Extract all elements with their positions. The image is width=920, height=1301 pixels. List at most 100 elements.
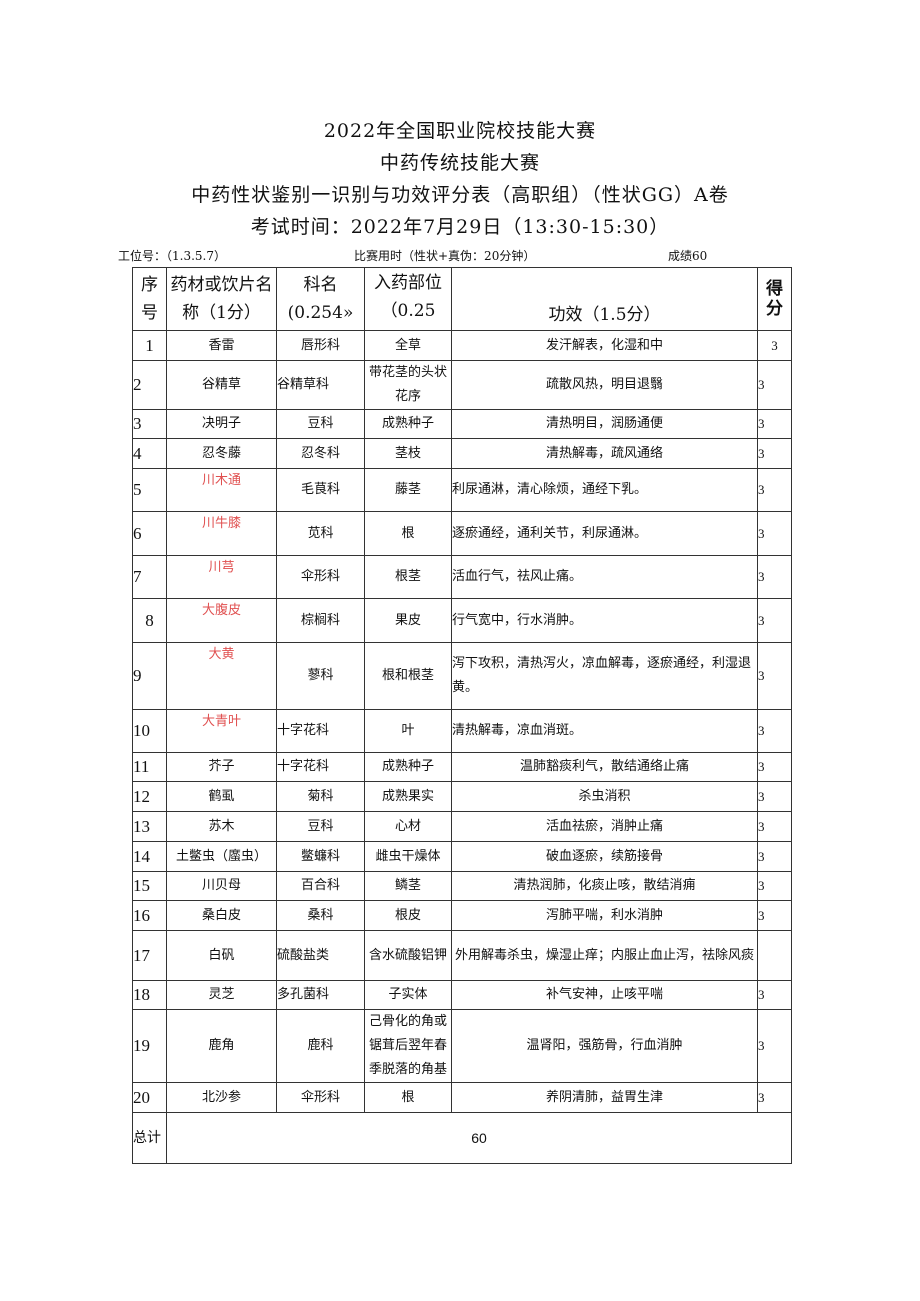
efficacy: 利尿通淋，清心除烦，通经下乳。 xyxy=(451,468,758,512)
herb-name: 鹤虱 xyxy=(166,781,277,812)
medicinal-part: 鳞茎 xyxy=(364,871,452,901)
row-number: 11 xyxy=(132,752,167,782)
herb-name: 川贝母 xyxy=(166,871,277,901)
score: 3 xyxy=(757,409,792,439)
table-row: 19 鹿角 鹿科 己骨化的角或锯茸后翌年春季脱落的角基 温肾阳，强筋骨，行血消肿 3 xyxy=(132,1009,792,1083)
herb-name: 鹿角 xyxy=(166,1009,277,1083)
score: 3 xyxy=(757,468,792,512)
table-row: 20 北沙参 伞形科根养阴清肺，益胃生津 3 xyxy=(132,1082,792,1113)
family-name: 硫酸盐类 xyxy=(276,930,365,981)
score: 3 xyxy=(757,1082,792,1113)
medicinal-part: 藤茎 xyxy=(364,468,452,512)
herb-name: 芥子 xyxy=(166,752,277,782)
score: 3 xyxy=(757,511,792,556)
efficacy: 清热解毒，疏风通络 xyxy=(451,438,758,469)
family-name: 多孔菌科 xyxy=(276,980,365,1010)
efficacy: 清热解毒，凉血消斑。 xyxy=(451,709,758,753)
medicinal-part: 雌虫干燥体 xyxy=(364,841,452,872)
herb-name: 川木通 xyxy=(166,468,277,512)
medicinal-part: 茎枝 xyxy=(364,438,452,469)
efficacy: 逐瘀通经，通利关节，利尿通淋。 xyxy=(451,511,758,556)
family-name: 鹿科 xyxy=(276,1009,365,1083)
table-row: 11 芥子 十字花科 成熟种子 温肺豁痰利气，散结通络止痛 3 xyxy=(132,752,792,782)
table-row: 6 川牛膝 苋科根逐瘀通经，通利关节，利尿通淋。 3 xyxy=(132,511,792,556)
row-number: 20 xyxy=(132,1082,167,1113)
herb-name: 桑白皮 xyxy=(166,900,277,931)
table-row: 17 白矾 硫酸盐类 含水硫酸铝钾 外用解毒杀虫，燥湿止痒；内服止血止泻，祛除风痰 xyxy=(132,930,792,981)
time-used: 比赛用时（性状+真伪：20分钟） xyxy=(354,249,536,263)
table-row: 9 大黄 蓼科 根和根茎 泻下攻积，清热泻火，凉血解毒，逐瘀通经，利湿退黄。 3 xyxy=(132,642,792,710)
row-number: 10 xyxy=(132,709,167,753)
family-name: 蓼科 xyxy=(276,642,365,710)
form-title: 中药性状鉴别一识别与功效评分表（高职组）（性状GG）A卷 xyxy=(191,184,729,206)
medicinal-part: 全草 xyxy=(364,330,452,361)
row-number: 2 xyxy=(132,360,167,410)
row-number: 4 xyxy=(132,438,167,469)
row-number: 17 xyxy=(132,930,167,981)
medicinal-part: 根 xyxy=(364,511,452,556)
row-number: 12 xyxy=(132,781,167,812)
score: 3 xyxy=(757,811,792,842)
family-name: 鳖蠊科 xyxy=(276,841,365,872)
efficacy: 破血逐瘀，续筋接骨 xyxy=(451,841,758,872)
efficacy: 疏散风热，明目退翳 xyxy=(451,360,758,410)
medicinal-part: 成熟种子 xyxy=(364,409,452,439)
medicinal-part: 心材 xyxy=(364,811,452,842)
family-name: 谷精草科 xyxy=(276,360,365,410)
score: 3 xyxy=(757,871,792,901)
efficacy: 外用解毒杀虫，燥湿止痒；内服止血止泻，祛除风痰 xyxy=(451,930,758,981)
row-number: 1 xyxy=(132,330,167,361)
table-row: 15 川贝母 百合科 鳞茎 清热润肺，化痰止咳，散结消痈 3 xyxy=(132,871,792,901)
score: 3 xyxy=(757,360,792,410)
medicinal-part: 根茎 xyxy=(364,555,452,599)
score: 3 xyxy=(757,330,792,361)
family-name: 十字花科 xyxy=(276,709,365,753)
efficacy: 活血行气，祛风止痛。 xyxy=(451,555,758,599)
efficacy: 泻肺平喘，利水消肿 xyxy=(451,900,758,931)
row-number: 16 xyxy=(132,900,167,931)
row-number: 18 xyxy=(132,980,167,1010)
family-name: 菊科 xyxy=(276,781,365,812)
table-row: 5 川木通 毛茛科 藤茎 利尿通淋，清心除烦，通经下乳。 3 xyxy=(132,468,792,512)
score xyxy=(757,930,792,981)
table-row: 1 香雷 唇形科 全草 发汗解表，化湿和中 3 xyxy=(132,330,792,361)
herb-name: 北沙参 xyxy=(166,1082,277,1113)
header-family: 科名(0.254» xyxy=(276,267,365,331)
family-name: 唇形科 xyxy=(276,330,365,361)
table-row: 2 谷精草 谷精草科 带花茎的头状花序 疏散风热，明目退翳 3 xyxy=(132,360,792,410)
medicinal-part: 根皮 xyxy=(364,900,452,931)
herb-name: 川芎 xyxy=(166,555,277,599)
efficacy: 杀虫消积 xyxy=(451,781,758,812)
row-number: 13 xyxy=(132,811,167,842)
efficacy: 清热润肺，化痰止咳，散结消痈 xyxy=(451,871,758,901)
header-row: 序号 药材或饮片名称（1分） 科名(0.254» 入药部位（0.25 功效（1.… xyxy=(132,267,792,331)
herb-name: 白矾 xyxy=(166,930,277,981)
row-number: 5 xyxy=(132,468,167,512)
efficacy: 行气宽中，行水消肿。 xyxy=(451,598,758,643)
efficacy: 温肺豁痰利气，散结通络止痛 xyxy=(451,752,758,782)
efficacy: 温肾阳，强筋骨，行血消肿 xyxy=(451,1009,758,1083)
header-score: 得分 xyxy=(757,267,792,331)
row-number: 15 xyxy=(132,871,167,901)
row-number: 7 xyxy=(132,555,167,599)
table-row: 13 苏木 豆科 心材 活血祛瘀，消肿止痛 3 xyxy=(132,811,792,842)
score: 3 xyxy=(757,598,792,643)
herb-name: 大黄 xyxy=(166,642,277,710)
row-number: 3 xyxy=(132,409,167,439)
scoring-table: 序号 药材或饮片名称（1分） 科名(0.254» 入药部位（0.25 功效（1.… xyxy=(132,267,792,1164)
herb-name: 土鳖虫（䗪虫） xyxy=(166,841,277,872)
score: 3 xyxy=(757,555,792,599)
table-row: 8 大腹皮 棕榈科 果皮 行气宽中，行水消肿。 3 xyxy=(132,598,792,643)
competition-title: 2022年全国职业院校技能大赛 xyxy=(323,120,597,142)
family-name: 百合科 xyxy=(276,871,365,901)
efficacy: 泻下攻积，清热泻火，凉血解毒，逐瘀通经，利湿退黄。 xyxy=(451,642,758,710)
efficacy: 发汗解表，化湿和中 xyxy=(451,330,758,361)
family-name: 十字花科 xyxy=(276,752,365,782)
family-name: 伞形科 xyxy=(276,1082,365,1113)
family-name: 桑科 xyxy=(276,900,365,931)
table-row: 14 土鳖虫（䗪虫） 鳖蠊科 雌虫干燥体 破血逐瘀，续筋接骨 3 xyxy=(132,841,792,872)
efficacy: 清热明目，润肠通便 xyxy=(451,409,758,439)
medicinal-part: 己骨化的角或锯茸后翌年春季脱落的角基 xyxy=(364,1009,452,1083)
medicinal-part: 成熟果实 xyxy=(364,781,452,812)
family-name: 伞形科 xyxy=(276,555,365,599)
